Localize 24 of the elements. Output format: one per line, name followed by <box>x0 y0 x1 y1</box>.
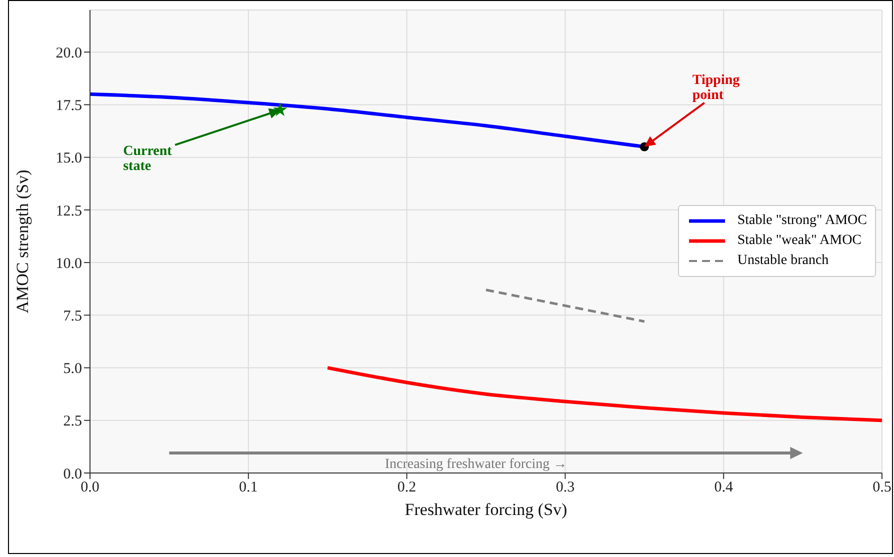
y-tick-label: 17.5 <box>56 98 82 114</box>
y-tick-label: 12.5 <box>56 203 82 220</box>
x-tick-label: 0.5 <box>872 480 892 496</box>
legend-label: Stable "weak" AMOC <box>737 233 862 249</box>
x-tick-label: 0.3 <box>556 480 575 496</box>
line-series <box>326 366 882 422</box>
x-tick-label: 0.2 <box>397 480 416 496</box>
y-tick-label: 15.0 <box>56 150 82 167</box>
y-tick-label: 10.0 <box>56 256 82 272</box>
y-axis-title: AMOC strength (Sv) <box>13 170 32 314</box>
y-tick-label: 7.5 <box>63 308 82 324</box>
x-tick-label: 0.1 <box>239 480 258 496</box>
legend-label: Stable "strong" AMOC <box>737 213 867 229</box>
y-tick-label: 5.0 <box>63 361 82 378</box>
annotation: Increasing freshwater forcing → <box>384 457 568 472</box>
annotation: Current state <box>123 144 172 174</box>
x-tick-label: 0.4 <box>714 480 734 496</box>
x-axis-title: Freshwater forcing (Sv) <box>404 500 568 520</box>
annotation: Tipping point <box>692 72 740 103</box>
y-tick-label: 2.5 <box>63 414 82 430</box>
y-tick-label: 20.0 <box>56 45 82 62</box>
x-tick-label: 0.0 <box>80 480 100 496</box>
legend-label: Unstable branch <box>737 253 829 269</box>
y-tick-label: 0.0 <box>63 466 82 482</box>
